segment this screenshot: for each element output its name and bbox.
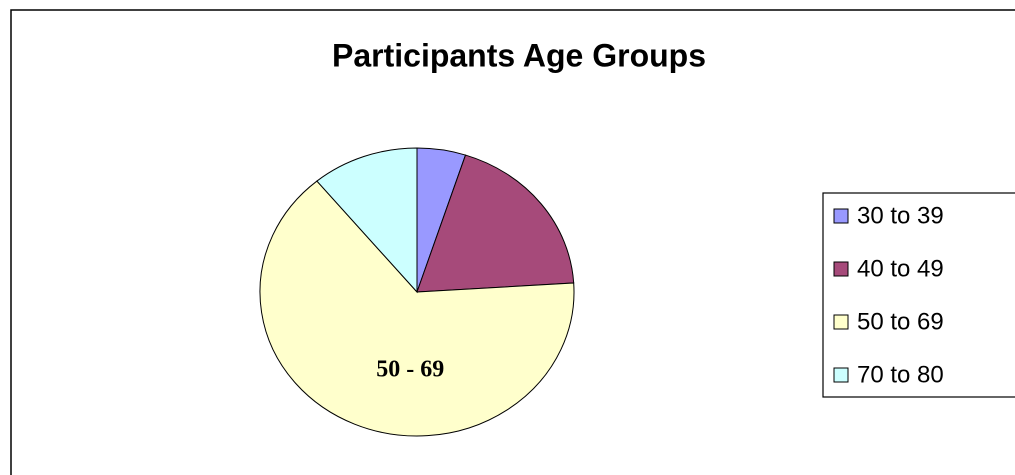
legend-label: 40 to 49 bbox=[857, 255, 944, 282]
legend-label: 70 to 80 bbox=[857, 361, 944, 388]
legend-swatch bbox=[833, 208, 849, 224]
pie-slice bbox=[416, 154, 575, 293]
legend-swatch bbox=[833, 314, 849, 330]
legend-label: 30 to 39 bbox=[857, 202, 944, 229]
legend-box bbox=[822, 192, 1015, 398]
legend-label: 50 to 69 bbox=[857, 308, 944, 335]
legend-swatch bbox=[833, 261, 849, 277]
slice-label: 50 - 69 bbox=[376, 357, 444, 383]
pie-slice bbox=[259, 180, 575, 437]
pie-slice bbox=[316, 147, 418, 294]
chart-title: Participants Age Groups bbox=[332, 37, 706, 73]
legend-swatch bbox=[833, 367, 849, 383]
